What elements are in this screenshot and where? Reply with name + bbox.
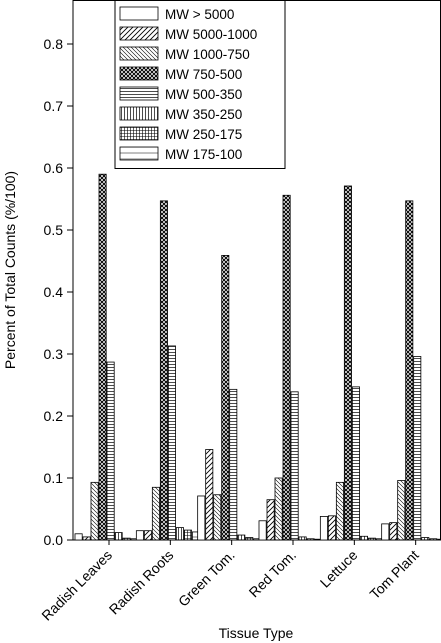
bar bbox=[351, 386, 360, 541]
bar bbox=[298, 536, 307, 541]
bar bbox=[290, 391, 299, 541]
bar bbox=[429, 538, 438, 541]
y-tick-label: 0.6 bbox=[44, 160, 64, 176]
y-axis: 0.0 0.1 0.2 0.3 0.4 0.5 0.6 0.7 0.8 bbox=[44, 36, 73, 548]
bar bbox=[367, 537, 376, 541]
legend-label: MW 750-500 bbox=[165, 67, 242, 82]
bar bbox=[237, 534, 246, 541]
x-tick-label: Lettuce bbox=[317, 547, 361, 591]
legend-swatch bbox=[119, 46, 159, 61]
legend-swatch bbox=[119, 6, 159, 21]
bar bbox=[335, 481, 344, 541]
x-tick-label: Radish Leaves bbox=[38, 547, 115, 624]
bar bbox=[143, 530, 152, 541]
bar bbox=[167, 345, 176, 541]
bar bbox=[397, 480, 406, 541]
bar bbox=[213, 494, 222, 541]
bar bbox=[90, 481, 99, 541]
bar bbox=[183, 529, 192, 541]
x-tick-label: Tom Plant bbox=[366, 547, 421, 602]
legend: MW > 5000 MW 5000-1000 MW 1000-750 MW 750-5… bbox=[114, 0, 286, 169]
bar bbox=[306, 538, 315, 541]
bar bbox=[274, 477, 283, 541]
bar bbox=[343, 185, 352, 541]
bars-layer bbox=[74, 173, 441, 541]
legend-swatch bbox=[119, 66, 159, 81]
x-tick-label: Green Tom. bbox=[175, 547, 238, 610]
bar bbox=[229, 388, 238, 541]
legend-swatch bbox=[119, 146, 159, 161]
bar bbox=[389, 522, 398, 541]
y-tick-label: 0.5 bbox=[44, 222, 64, 238]
legend-label: MW 175-100 bbox=[165, 147, 242, 162]
bar bbox=[359, 535, 368, 541]
bar bbox=[159, 200, 168, 541]
bar bbox=[106, 361, 115, 541]
y-axis-title: Percent of Total Counts (%/100) bbox=[2, 171, 18, 369]
bar bbox=[319, 516, 328, 541]
x-tick-label: Radish Roots bbox=[106, 547, 177, 618]
bar bbox=[413, 356, 422, 541]
bar bbox=[114, 532, 123, 541]
legend-label: MW 500-350 bbox=[165, 87, 242, 102]
legend-label: MW 1000-750 bbox=[165, 47, 250, 62]
y-tick-label: 0.7 bbox=[44, 98, 64, 114]
y-tick-label: 0.8 bbox=[44, 36, 64, 52]
legend-swatch bbox=[119, 86, 159, 101]
legend-swatch bbox=[119, 126, 159, 141]
y-tick-label: 0.0 bbox=[44, 532, 64, 548]
legend-label: MW 250-175 bbox=[165, 127, 242, 142]
x-axis-title: Tissue Type bbox=[219, 625, 294, 641]
bar bbox=[381, 523, 390, 541]
bar bbox=[421, 537, 430, 541]
legend-swatch bbox=[119, 106, 159, 121]
bar bbox=[135, 530, 144, 541]
y-tick-label: 0.1 bbox=[44, 470, 64, 486]
y-tick-label: 0.3 bbox=[44, 346, 64, 362]
bar bbox=[327, 515, 336, 541]
legend-label: MW > 5000 bbox=[165, 7, 234, 22]
bar bbox=[74, 533, 83, 541]
legend-swatch bbox=[119, 26, 159, 41]
bar bbox=[405, 200, 414, 541]
bar bbox=[82, 536, 91, 541]
y-tick-label: 0.4 bbox=[44, 284, 64, 300]
bar bbox=[282, 194, 291, 541]
bar bbox=[122, 537, 131, 541]
bar bbox=[437, 538, 441, 541]
bar bbox=[221, 255, 230, 541]
x-tick-label: Red Tom. bbox=[246, 547, 300, 601]
legend-label: MW 350-250 bbox=[165, 107, 242, 122]
bar bbox=[266, 499, 275, 541]
bar bbox=[205, 449, 214, 541]
legend-label: MW 5000-1000 bbox=[165, 27, 257, 42]
bar bbox=[245, 537, 254, 541]
legend-box bbox=[114, 0, 286, 169]
bar bbox=[197, 495, 206, 541]
bar bbox=[151, 486, 160, 541]
bar bbox=[98, 173, 107, 541]
bar bbox=[175, 527, 184, 541]
y-tick-label: 0.2 bbox=[44, 408, 64, 424]
bar bbox=[258, 520, 267, 541]
